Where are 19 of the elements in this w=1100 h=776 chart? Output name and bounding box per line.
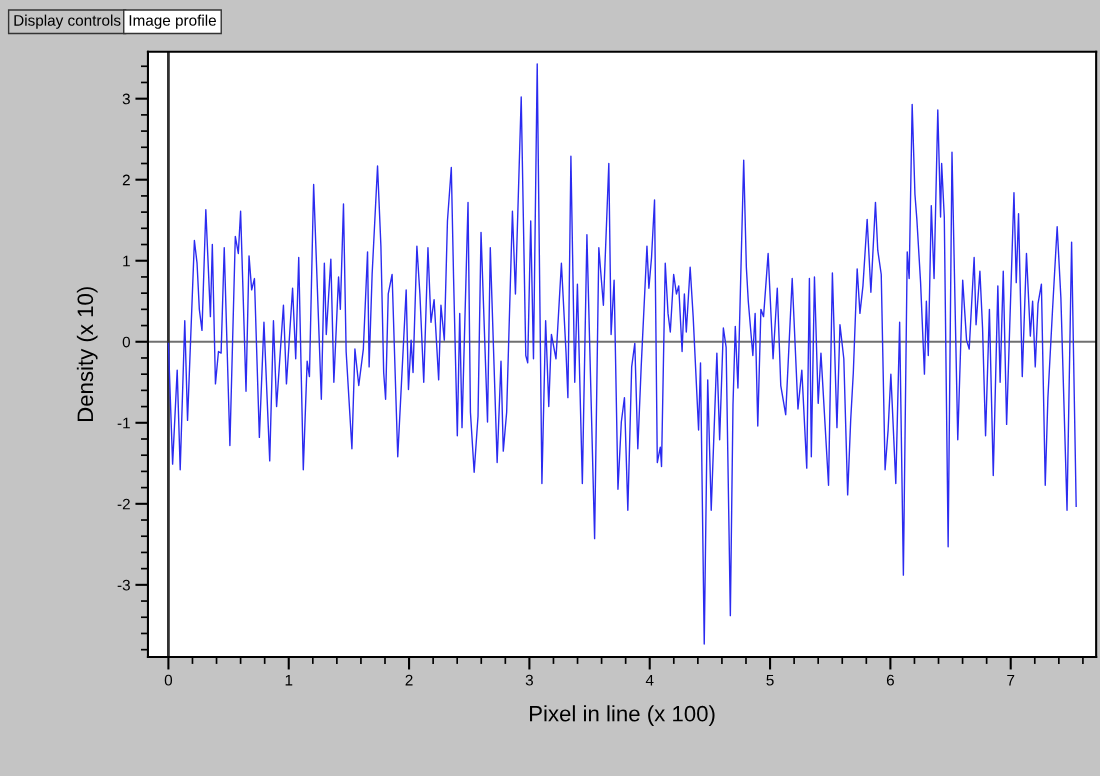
y-tick-label: 0 [122, 336, 130, 348]
y-tick-label: 1 [123, 255, 130, 267]
text: Display controls [14, 14, 121, 29]
x-tick-label: 1 [285, 674, 293, 686]
y-tick-label: 2 [122, 174, 130, 186]
y-tick-label: -1 [117, 417, 130, 429]
x-tick-label: 0 [164, 674, 173, 686]
x-tick-label: 5 [766, 674, 774, 686]
y-tick-label: 3 [122, 93, 130, 105]
y-axis-title: Density (x 10) [76, 287, 98, 422]
x-tick-label: 6 [886, 674, 894, 686]
x-tick-label: 3 [525, 674, 533, 686]
x-tick-label: 2 [405, 674, 413, 686]
y-tick-label: -3 [117, 579, 130, 591]
y-tick-label: -2 [117, 498, 130, 510]
text: Image profile [129, 14, 216, 29]
x-tick-label: 4 [645, 674, 654, 686]
x-tick-label: 7 [1007, 674, 1015, 686]
x-axis-title: Pixel in line (x 100) [530, 705, 715, 726]
